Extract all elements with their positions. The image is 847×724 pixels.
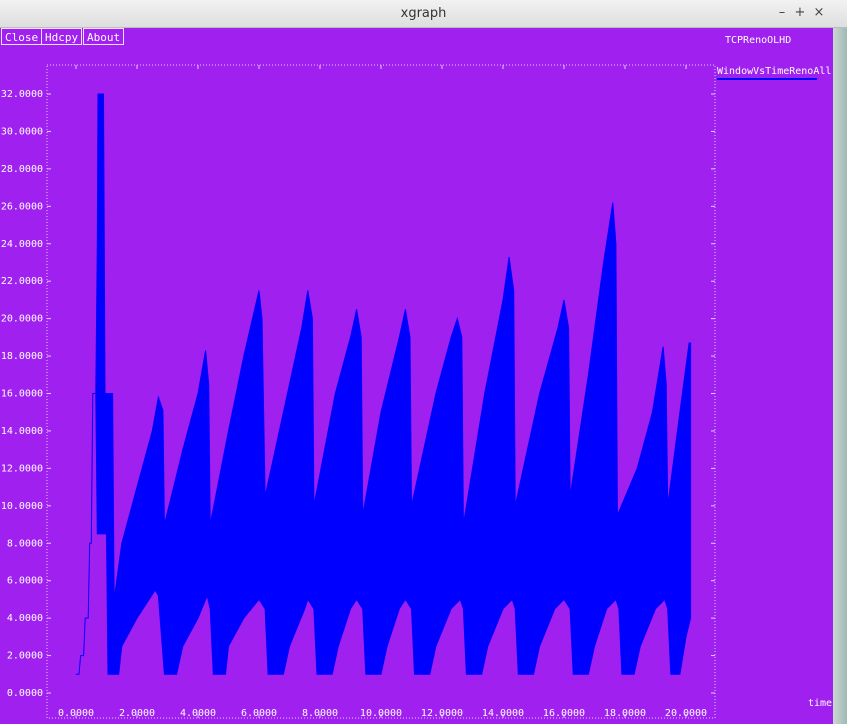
y-tick-label: 20.0000 bbox=[1, 314, 43, 325]
y-tick-label: 10.0000 bbox=[1, 501, 43, 512]
x-tick-label: 2.0000 bbox=[119, 708, 155, 719]
x-tick-label: 18.0000 bbox=[604, 708, 646, 719]
y-tick-label: 24.0000 bbox=[1, 239, 43, 250]
y-tick-label: 30.0000 bbox=[1, 126, 43, 137]
plot-window: Close Hdcpy About TCPRenoOLHD WindowVsTi… bbox=[0, 28, 833, 724]
x-unit-label: time bbox=[808, 698, 833, 709]
y-tick-label: 2.0000 bbox=[7, 651, 43, 662]
maximize-icon[interactable]: + bbox=[794, 5, 806, 20]
window-titlebar[interactable]: xgraph – + × bbox=[0, 0, 847, 28]
minimize-icon[interactable]: – bbox=[778, 5, 786, 20]
y-tick-label: 0.0000 bbox=[7, 688, 43, 699]
graph-title: TCPRenoOLHD bbox=[725, 35, 792, 46]
about-button[interactable]: About bbox=[83, 28, 125, 45]
x-tick-label: 6.0000 bbox=[241, 708, 277, 719]
legend-swatch bbox=[717, 78, 817, 80]
window-title: xgraph bbox=[400, 6, 447, 21]
y-tick-label: 14.0000 bbox=[1, 426, 43, 437]
y-tick-label: 26.0000 bbox=[1, 201, 43, 212]
series-windowvstimerenoall bbox=[76, 93, 692, 675]
y-tick-label: 8.0000 bbox=[7, 538, 43, 549]
legend-label: WindowVsTimeRenoAll bbox=[717, 66, 832, 77]
x-tick-label: 8.0000 bbox=[302, 708, 338, 719]
x-tick-label: 12.0000 bbox=[421, 708, 463, 719]
x-tick-label: 20.0000 bbox=[665, 708, 707, 719]
close-icon[interactable]: × bbox=[813, 5, 825, 20]
hdcpy-button[interactable]: Hdcpy bbox=[41, 28, 83, 45]
y-tick-label: 4.0000 bbox=[7, 613, 43, 624]
x-tick-label: 0.0000 bbox=[58, 708, 94, 719]
y-tick-label: 16.0000 bbox=[1, 389, 43, 400]
background-strip bbox=[833, 28, 847, 724]
x-tick-label: 14.0000 bbox=[482, 708, 524, 719]
y-tick-label: 6.0000 bbox=[7, 576, 43, 587]
x-tick-label: 16.0000 bbox=[543, 708, 585, 719]
y-tick-label: 12.0000 bbox=[1, 463, 43, 474]
x-tick-label: 4.0000 bbox=[180, 708, 216, 719]
y-tick-label: 18.0000 bbox=[1, 351, 43, 362]
chart-canvas: 0.0000 2.0000 4.0000 6.0000 8.0000 10.0000 12.… bbox=[1, 64, 716, 719]
x-tick-label: 10.0000 bbox=[360, 708, 402, 719]
y-tick-label: 28.0000 bbox=[1, 164, 43, 175]
y-tick-label: 32.0000 bbox=[1, 89, 43, 100]
y-tick-label: 22.0000 bbox=[1, 276, 43, 287]
